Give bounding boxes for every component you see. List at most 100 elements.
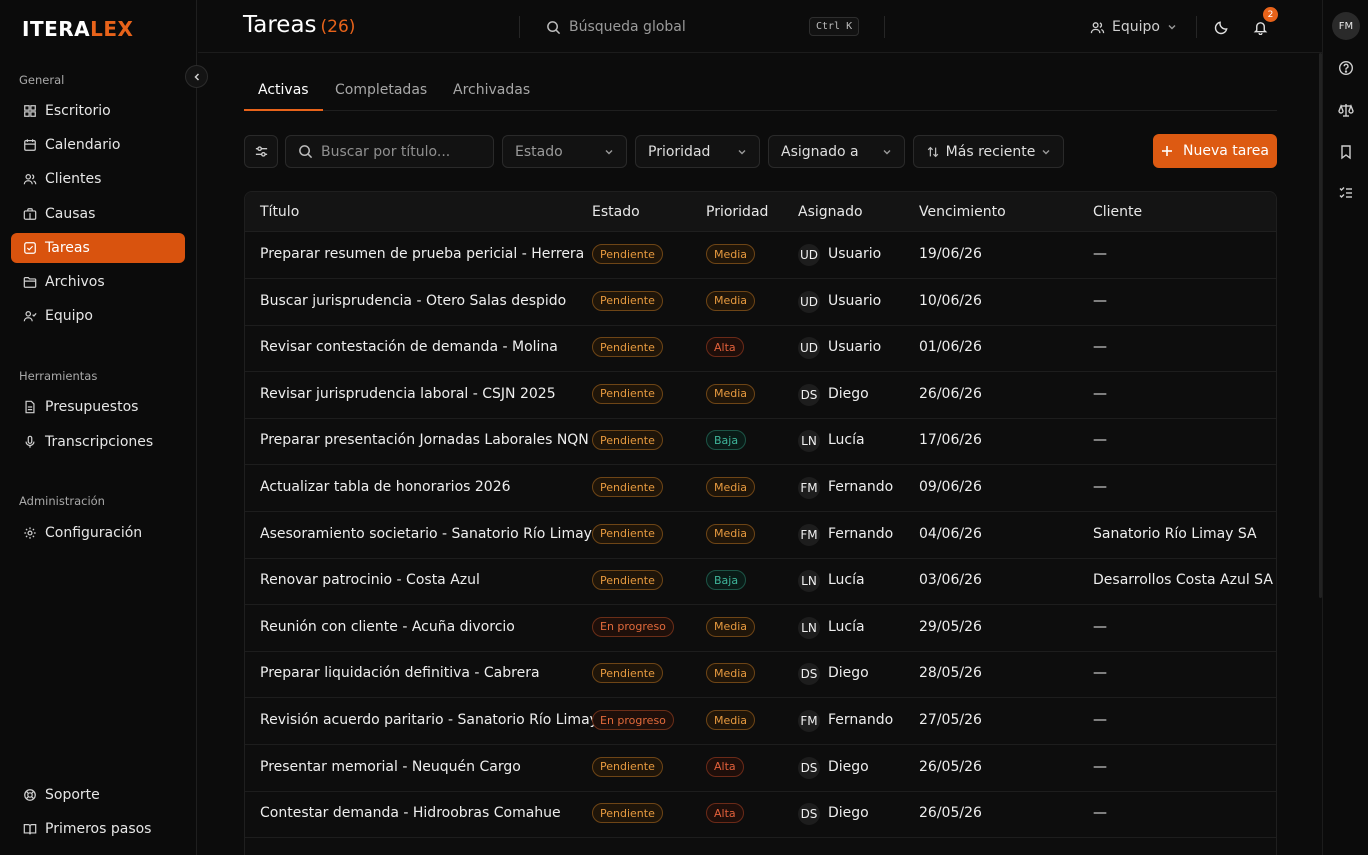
tasks-table: Título Estado Prioridad Asignado Vencimi… [244,191,1277,855]
sidebar-item-soporte[interactable]: Soporte [11,780,185,810]
new-task-button[interactable]: Nueva tarea [1153,134,1277,168]
task-title[interactable]: Reunión con cliente - Acuña divorcio [260,618,515,635]
scale-icon[interactable] [1338,102,1354,118]
title-search-input[interactable] [321,143,481,160]
task-title[interactable]: Preparar resumen de prueba pericial - He… [260,246,585,262]
tab-completadas[interactable]: Completadas [335,82,428,98]
priority-badge: Media [706,523,756,544]
client-name: Desarrollos Costa Azul SA [1093,572,1273,589]
tab-archivadas[interactable]: Archivadas [453,82,531,98]
team-icon [23,311,37,322]
checklist-icon[interactable] [1338,185,1354,201]
sidebar-item-tareas[interactable]: Tareas [11,233,185,263]
sidebar-item-clientes[interactable]: Clientes [11,164,185,194]
task-count: (26) [320,17,356,37]
notifications-button[interactable]: 2 [1249,7,1278,38]
sidebar-item-label: Transcripciones [45,434,154,450]
task-title[interactable]: Actualizar tabla de honorarios 2026 [260,479,511,495]
task-title[interactable]: Preparar liquidación definitiva - Cabrer… [260,665,540,682]
bell-icon [1253,21,1267,35]
chevron-down-icon [605,149,613,154]
table-row[interactable]: Renovar patrocinio - Costa Azul Pendiente… [245,558,1276,606]
sidebar-item-presupuestos[interactable]: Presupuestos [11,392,185,422]
sidebar-item-causas[interactable]: Causas [11,199,185,229]
team-selector[interactable]: Equipo [1090,16,1177,38]
sidebar-item-equipo[interactable]: Equipo [11,301,185,331]
tab-activas[interactable]: Activas [244,82,323,111]
sidebar-item-transcripciones[interactable]: Transcripciones [11,427,185,457]
priority-badge: Media [706,477,756,497]
sidebar-item-archivos[interactable]: Archivos [11,267,185,297]
table-row[interactable]: Contestar demanda - Hidroobras Comahue Pe… [245,791,1276,839]
header-divider [884,16,885,38]
estado-filter-dropdown[interactable]: Estado [502,135,627,168]
prioridad-filter-dropdown[interactable]: Prioridad [635,135,760,168]
table-row[interactable]: Asesoramiento societario - Sanatorio Río… [245,512,1276,559]
task-title[interactable]: Contestar demanda - Hidroobras Comahue [260,805,561,822]
sidebar-item-primeros-pasos[interactable]: Primeros pasos [11,814,185,844]
sliders-icon [255,146,267,157]
lifebuoy-icon [24,789,36,801]
sidebar-item-label: Archivos [45,274,105,290]
bookmark-icon[interactable] [1338,144,1354,160]
column-header-vencimiento[interactable]: Vencimiento [919,204,1006,220]
due-date: 27/05/26 [919,712,982,728]
priority-badge: Alta [706,803,744,824]
table-row[interactable]: Preparar presentación Jornadas Laborales… [245,418,1276,466]
asignado-filter-dropdown[interactable]: Asignado a [768,135,905,168]
table-header: Título Estado Prioridad Asignado Vencimi… [245,192,1276,232]
column-header-titulo[interactable]: Título [260,204,300,220]
filter-settings-button[interactable] [244,135,278,168]
user-avatar[interactable]: FM [1332,12,1360,40]
priority-badge: Media [706,290,756,311]
search-icon [547,20,561,34]
users-icon [23,174,37,185]
client-name: — [1093,758,1107,775]
table-row[interactable]: Reunión con cliente - Acuña divorcio En p… [245,605,1276,652]
task-title[interactable]: Presentar memorial - Neuquén Cargo [260,758,521,775]
sidebar-item-label: Equipo [45,308,93,324]
task-title[interactable]: Buscar jurisprudencia - Otero Salas desp… [260,292,567,309]
assignee-avatar: LN [798,430,820,453]
task-title[interactable]: Renovar patrocinio - Costa Azul [260,572,480,589]
sidebar-item-label: Calendario [45,137,121,153]
sort-dropdown[interactable]: Más reciente [913,135,1064,168]
table-row[interactable]: Actualizar tabla de honorarios 2026 Pendi… [245,465,1276,512]
column-header-prioridad[interactable]: Prioridad [706,204,769,220]
table-row[interactable]: Preparar resumen de prueba pericial - He… [245,232,1276,279]
table-row[interactable] [245,838,1276,855]
page-scrollbar[interactable] [1319,53,1322,598]
task-title[interactable]: Revisar contestación de demanda - Molina [260,339,558,356]
table-row[interactable]: Revisión acuerdo paritario - Sanatorio R… [245,698,1276,745]
table-row[interactable]: Revisar jurisprudencia laboral - CSJN 20… [245,372,1276,419]
column-header-estado[interactable]: Estado [592,204,640,220]
task-title[interactable]: Asesoramiento societario - Sanatorio Río… [260,525,592,542]
priority-badge: Baja [706,430,747,451]
due-date: 10/06/26 [919,292,982,309]
assignee-avatar: DS [798,803,820,826]
sidebar-item-escritorio[interactable]: Escritorio [11,96,185,126]
column-header-cliente[interactable]: Cliente [1093,204,1143,220]
table-row[interactable]: Buscar jurisprudencia - Otero Salas desp… [245,279,1276,326]
header-divider [1196,16,1197,38]
column-header-asignado[interactable]: Asignado [798,204,863,220]
task-title[interactable]: Revisar jurisprudencia laboral - CSJN 20… [260,385,556,402]
client-name: — [1093,618,1107,635]
sidebar-item-calendario[interactable]: Calendario [11,130,185,160]
status-badge: En progreso [592,616,674,637]
global-search[interactable]: Búsqueda global [546,16,862,38]
theme-toggle-button[interactable] [1210,16,1232,38]
sidebar-item-configuracion[interactable]: Configuración [11,518,185,548]
help-icon[interactable] [1338,60,1354,76]
chevron-down-icon [883,149,891,154]
table-row[interactable]: Revisar contestación de demanda - Molina… [245,325,1276,373]
task-title[interactable]: Preparar presentación Jornadas Laborales… [260,432,589,449]
table-row[interactable]: Presentar memorial - Neuquén Cargo Pendie… [245,745,1276,792]
app-logo[interactable]: ITERA LEX [22,14,133,44]
due-date: 26/06/26 [919,385,982,402]
due-date: 17/06/26 [919,432,982,449]
chevron-down-icon [1168,25,1176,30]
sidebar-collapse-button[interactable] [185,65,208,88]
table-row[interactable]: Preparar liquidación definitiva - Cabrer… [245,651,1276,699]
task-title[interactable]: Revisión acuerdo paritario - Sanatorio R… [260,712,598,728]
